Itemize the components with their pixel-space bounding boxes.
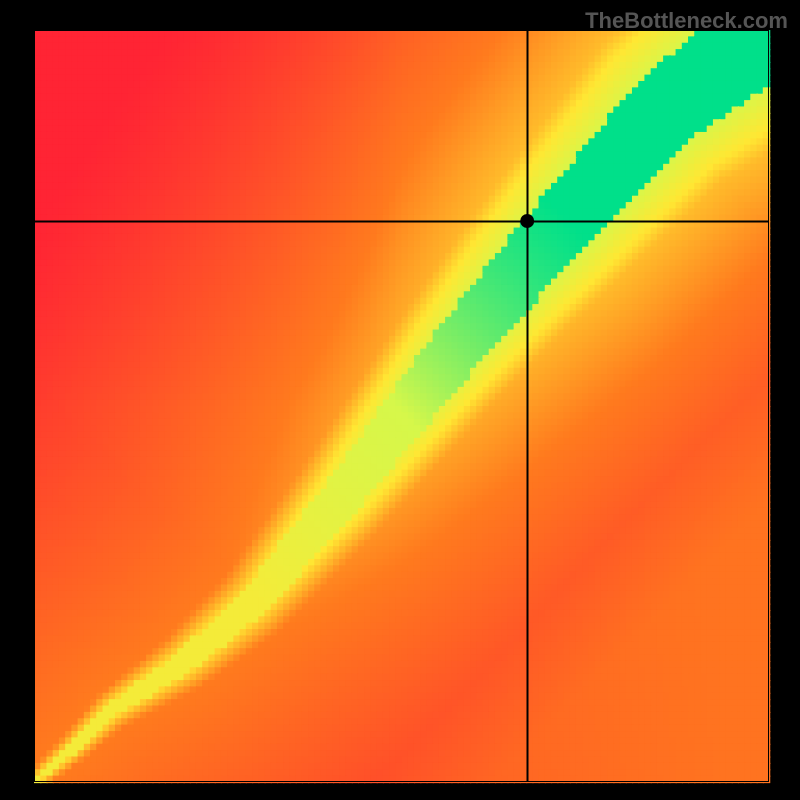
watermark-text: TheBottleneck.com — [585, 8, 788, 34]
chart-container: { "watermark": { "text": "TheBottleneck.… — [0, 0, 800, 800]
bottleneck-heatmap — [0, 0, 800, 800]
